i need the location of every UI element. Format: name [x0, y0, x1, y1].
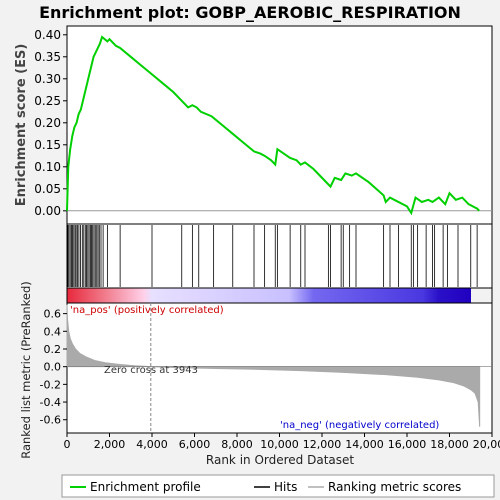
x-tick-label: 18,000 — [430, 438, 469, 451]
es-y-tick-label: 0.25 — [34, 94, 61, 108]
es-y-tick-label: 0.10 — [34, 160, 61, 174]
hits-plot-area — [66, 223, 493, 289]
rank-color-bar — [67, 288, 471, 303]
es-y-tick-label: 0.20 — [34, 116, 61, 130]
x-axis-ticks: 0 2,000 4,000 6,000 8,000 10,000 12,000 14,000 1… — [64, 433, 500, 451]
es-y-tick-label: 0.35 — [34, 50, 61, 64]
ranked-y-axis-label: Ranked list metric (PreRanked) — [19, 281, 33, 459]
x-tick-label: 6,000 — [179, 438, 211, 451]
es-y-tick-label: 0.30 — [34, 72, 61, 86]
ranking-metric-area — [66, 304, 481, 427]
x-tick-label: 10,000 — [260, 438, 299, 451]
x-tick-label: 2,000 — [94, 438, 126, 451]
es-y-axis-ticks: 0.00 0.05 0.10 0.15 0.20 0.25 0.30 0.35 0.40 — [34, 28, 67, 218]
legend-box — [61, 474, 495, 498]
zero-cross-label: Zero cross at 3943 — [104, 365, 198, 376]
ranked-y-tick-label: 0.2 — [44, 343, 62, 356]
enrichment-profile-line — [66, 35, 480, 216]
legend-enrichment-label: Enrichment profile — [90, 480, 201, 494]
chart-title: Enrichment plot: GOBP_AEROBIC_RESPIRATIO… — [39, 3, 461, 22]
x-tick-label: 8,000 — [221, 438, 253, 451]
ranked-y-tick-label: 0.0 — [44, 361, 62, 374]
x-tick-label: 4,000 — [136, 438, 168, 451]
x-tick-label: 16,000 — [388, 438, 427, 451]
ranked-y-tick-label: -0.4 — [40, 396, 61, 409]
ranked-y-axis-ticks: 0.6 0.4 0.2 0.0 -0.2 -0.4 -0.6 — [40, 308, 67, 427]
pos-correlated-label: 'na_pos' (positively correlated) — [70, 305, 224, 316]
legend-ranking-label: Ranking metric scores — [328, 480, 461, 494]
ranked-y-tick-label: -0.6 — [40, 414, 61, 427]
es-y-tick-label: 0.40 — [34, 28, 61, 42]
es-y-tick-label: 0.15 — [34, 138, 61, 152]
legend-hits-label: Hits — [274, 480, 297, 494]
x-tick-label: 20,000 — [473, 438, 500, 451]
x-tick-label: 12,000 — [303, 438, 342, 451]
es-y-tick-label: 0.00 — [34, 204, 61, 218]
ranked-y-tick-label: 0.6 — [44, 308, 62, 321]
hits-marks — [67, 225, 478, 287]
x-tick-label: 0 — [64, 438, 71, 451]
x-axis-label: Rank in Ordered Dataset — [206, 453, 354, 467]
ranked-y-tick-label: 0.4 — [44, 325, 62, 338]
neg-correlated-label: 'na_neg' (negatively correlated) — [280, 420, 439, 431]
x-tick-label: 14,000 — [345, 438, 384, 451]
es-y-axis-label: Enrichment score (ES) — [14, 44, 29, 207]
es-plot-area — [66, 25, 493, 225]
ranked-y-tick-label: -0.2 — [40, 378, 61, 391]
es-y-tick-label: 0.05 — [34, 182, 61, 196]
